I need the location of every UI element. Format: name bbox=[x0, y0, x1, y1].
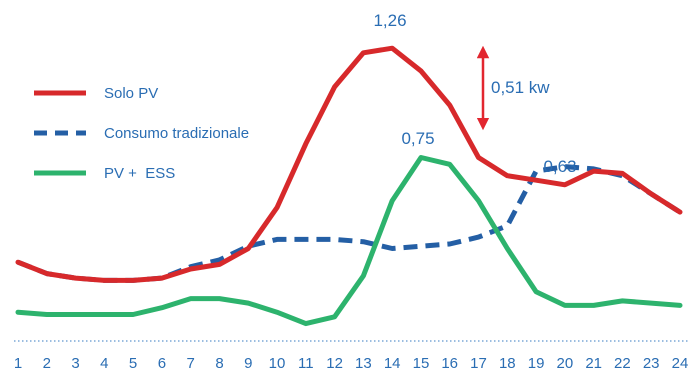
series-layer bbox=[15, 45, 683, 327]
annotation-peak-ess: 0,75 bbox=[401, 129, 434, 148]
x-tick-label: 7 bbox=[187, 355, 195, 372]
x-tick-label: 12 bbox=[326, 355, 343, 372]
x-tick-label: 3 bbox=[71, 355, 79, 372]
legend-label-pv-ess: PV + ESS bbox=[104, 165, 175, 182]
annotation-peak-consumo: 0,63 bbox=[543, 157, 576, 176]
x-tick-label: 4 bbox=[100, 355, 108, 372]
x-tick-label: 22 bbox=[614, 355, 631, 372]
x-tick-label: 23 bbox=[643, 355, 660, 372]
x-tick-label: 9 bbox=[244, 355, 252, 372]
series-line-pv-ess bbox=[15, 155, 683, 327]
legend-label-solo-pv: Solo PV bbox=[104, 85, 158, 102]
x-tick-label: 19 bbox=[528, 355, 545, 372]
x-tick-labels: 1 2 3 4 5 6 7 8 9 10 11 12 13 14 15 16 17 18 19 20 21 22 23 24 bbox=[14, 355, 689, 372]
x-tick-label: 16 bbox=[441, 355, 458, 372]
series-line-consumo-tradizionale bbox=[17, 164, 682, 283]
x-tick-label: 6 bbox=[158, 355, 166, 372]
x-tick-label: 10 bbox=[269, 355, 286, 372]
legend: Solo PV Consumo tradizionale PV + ESS bbox=[34, 85, 249, 182]
x-tick-label: 2 bbox=[43, 355, 51, 372]
x-tick-label: 11 bbox=[298, 355, 314, 372]
x-tick-label: 1 bbox=[14, 355, 22, 372]
x-tick-label: 17 bbox=[470, 355, 487, 372]
x-tick-label: 5 bbox=[129, 355, 137, 372]
legend-label-consumo: Consumo tradizionale bbox=[104, 125, 249, 142]
x-tick-label: 21 bbox=[585, 355, 602, 372]
x-tick-label: 8 bbox=[215, 355, 223, 372]
series-line-solo-pv bbox=[15, 45, 683, 283]
annotation-difference: 0,51 kw bbox=[491, 78, 550, 97]
annotation-peak-pv: 1,26 bbox=[373, 11, 406, 30]
x-tick-label: 20 bbox=[557, 355, 574, 372]
x-tick-label: 24 bbox=[672, 355, 689, 372]
x-tick-label: 15 bbox=[413, 355, 430, 372]
x-tick-label: 18 bbox=[499, 355, 516, 372]
x-tick-label: 14 bbox=[384, 355, 401, 372]
x-tick-label: 13 bbox=[355, 355, 372, 372]
